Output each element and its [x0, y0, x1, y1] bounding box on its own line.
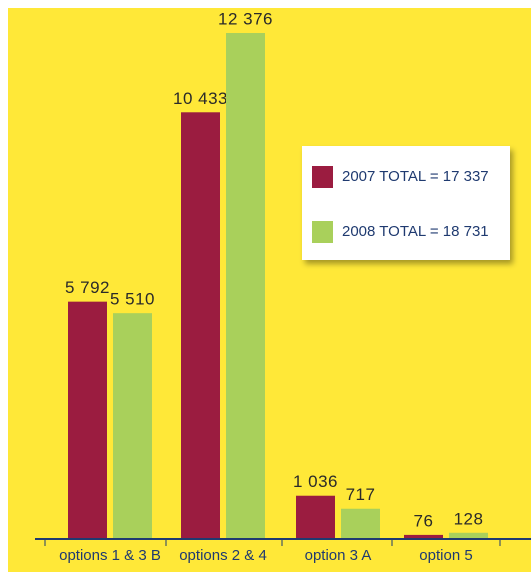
bar — [68, 301, 107, 538]
x-tick-label: options 1 & 3 B — [59, 547, 161, 564]
legend-label: 2008 TOTAL = 18 731 — [342, 223, 489, 240]
value-label: 1 036 — [293, 472, 338, 491]
x-tick-label: options 2 & 4 — [179, 547, 267, 564]
value-label: 12 376 — [218, 9, 273, 28]
x-tick-label: option 5 — [419, 547, 472, 564]
value-label: 76 — [414, 511, 434, 530]
legend-swatch — [312, 221, 333, 243]
legend-box — [302, 146, 510, 260]
value-label: 5 510 — [110, 290, 155, 309]
x-tick-label: option 3 A — [305, 547, 372, 564]
bar — [226, 33, 265, 538]
bar — [341, 508, 380, 538]
bar — [113, 313, 152, 538]
bar — [296, 495, 335, 538]
legend-swatch — [312, 166, 333, 188]
legend-label: 2007 TOTAL = 17 337 — [342, 168, 489, 185]
bar — [449, 532, 488, 538]
bar — [404, 534, 443, 538]
bar — [181, 112, 220, 538]
value-label: 717 — [346, 485, 376, 504]
value-label: 10 433 — [173, 89, 228, 108]
value-label: 5 792 — [65, 278, 110, 297]
value-label: 128 — [454, 509, 484, 528]
